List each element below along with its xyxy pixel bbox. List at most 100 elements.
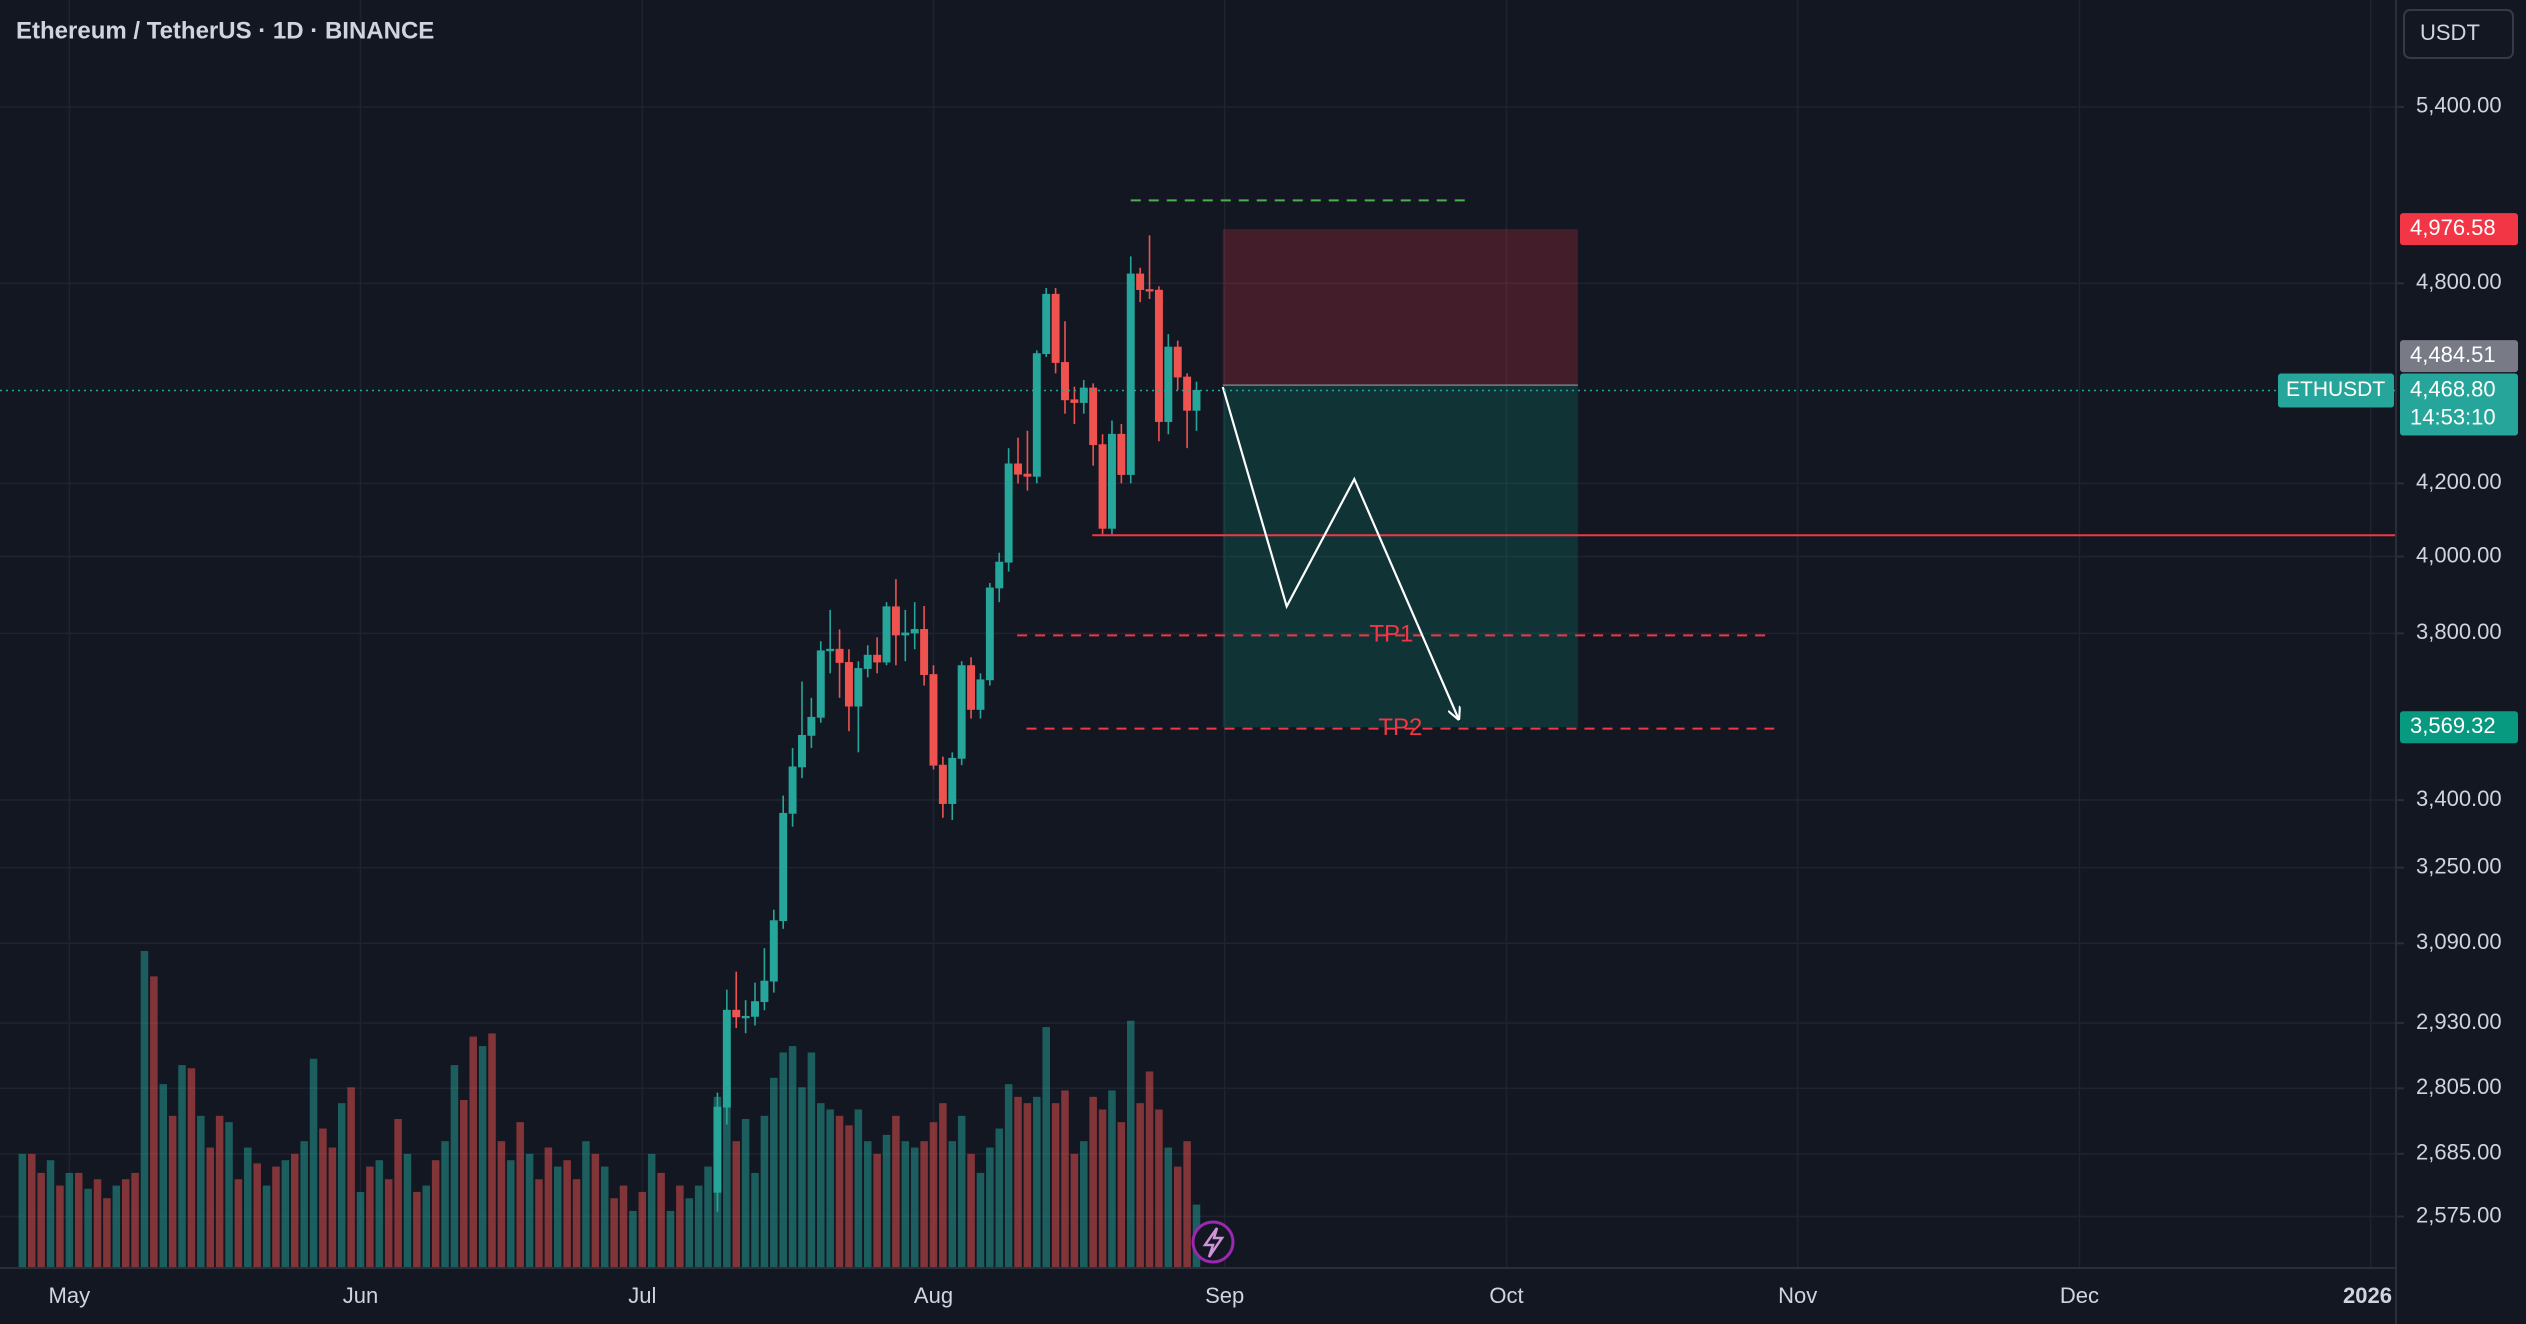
- candle-body: [732, 1009, 741, 1018]
- candle-body: [1061, 362, 1069, 401]
- volume-bar: [469, 1036, 477, 1268]
- volume-bar: [356, 1191, 365, 1268]
- stop-tag-label: 4,976.58: [2410, 215, 2496, 240]
- candle-body: [760, 980, 769, 1003]
- volume-bar: [84, 1188, 92, 1268]
- volume-bar: [582, 1141, 590, 1268]
- volume-bar: [112, 1185, 121, 1268]
- y-tick-label: 3,800.00: [2416, 619, 2502, 644]
- candle-body: [1014, 463, 1022, 475]
- volume-bar: [629, 1210, 637, 1268]
- candle-body: [1089, 387, 1098, 446]
- volume-bar: [901, 1141, 910, 1268]
- candle-body: [976, 679, 985, 710]
- volume-bar: [37, 1172, 45, 1268]
- volume-bar: [751, 1172, 759, 1268]
- volume-bar: [441, 1141, 449, 1268]
- x-tick-label: Oct: [1489, 1283, 1523, 1308]
- lightning-bolt[interactable]: [1202, 1227, 1225, 1258]
- volume-bar: [704, 1166, 712, 1268]
- chart-title: Ethereum / TetherUS · 1D · BINANCE: [16, 17, 434, 44]
- volume-bar: [168, 1115, 177, 1268]
- volume-bar: [1155, 1109, 1163, 1268]
- volume-bar: [197, 1115, 205, 1268]
- candle-body: [1070, 399, 1079, 403]
- x-tick-label: Aug: [914, 1283, 953, 1308]
- candle-body: [1051, 293, 1060, 363]
- volume-bar: [826, 1109, 834, 1268]
- volume-bar: [986, 1147, 994, 1268]
- volume-bar: [290, 1153, 299, 1268]
- y-tick-label: 2,930.00: [2416, 1009, 2502, 1034]
- y-tick-label: 5,400.00: [2416, 93, 2502, 118]
- target-zone: [1222, 385, 1578, 728]
- lightning-circle[interactable]: [1191, 1220, 1235, 1264]
- candle-body: [713, 1106, 722, 1193]
- y-tick-label: 4,000.00: [2416, 542, 2502, 567]
- candle-body: [967, 665, 976, 710]
- volume-bar: [563, 1160, 571, 1268]
- volume-bar: [638, 1191, 647, 1268]
- volume-bar: [187, 1068, 196, 1268]
- volume-bar: [140, 951, 149, 1268]
- volume-bar: [1108, 1090, 1116, 1268]
- volume-bar: [488, 1033, 496, 1268]
- volume-bar: [1023, 1103, 1032, 1268]
- volume-bar: [694, 1185, 703, 1268]
- volume-bar: [403, 1153, 412, 1268]
- candle-body: [807, 716, 816, 736]
- volume-bar: [347, 1087, 355, 1268]
- candle-body: [938, 764, 947, 804]
- volume-bar: [309, 1058, 318, 1268]
- candle-body: [1136, 273, 1145, 290]
- x-tick-label: Jul: [628, 1283, 656, 1308]
- x-tick-label: Sep: [1205, 1283, 1244, 1308]
- volume-bar: [798, 1087, 806, 1268]
- candle-body: [1145, 289, 1154, 292]
- volume-bar: [121, 1179, 130, 1268]
- volume-bar: [450, 1065, 459, 1268]
- candle-body: [929, 674, 938, 766]
- y-tick-label: 4,200.00: [2416, 469, 2502, 494]
- candle-body: [863, 654, 872, 669]
- volume-bar: [882, 1134, 891, 1268]
- candle-body: [1032, 353, 1041, 477]
- currency-button[interactable]: [2403, 9, 2514, 59]
- candle-body: [882, 606, 891, 663]
- last-price-box: [2400, 373, 2518, 436]
- volume-bar: [1089, 1096, 1097, 1268]
- volume-bar: [56, 1185, 64, 1268]
- volume-bar: [93, 1179, 102, 1268]
- candle-body: [779, 812, 788, 922]
- candle-body: [901, 632, 910, 636]
- currency-label[interactable]: USDT: [2420, 20, 2480, 45]
- volume-bar: [807, 1052, 816, 1268]
- lightning-icon[interactable]: [1191, 1220, 1235, 1264]
- volume-bar: [760, 1115, 769, 1268]
- candle-body: [854, 668, 863, 707]
- candle-body: [910, 629, 919, 634]
- x-tick-label: Nov: [1778, 1283, 1817, 1308]
- symbol-tag-box: [2278, 373, 2394, 408]
- volume-bar: [920, 1141, 928, 1268]
- volume-bar: [591, 1153, 600, 1268]
- volume-bar: [1004, 1084, 1013, 1268]
- volume-bar: [319, 1128, 327, 1268]
- projection-path: [1221, 386, 1459, 719]
- volume-bar: [244, 1147, 252, 1268]
- volume-bar: [413, 1191, 421, 1268]
- volume-bar: [422, 1185, 431, 1268]
- volume-bar: [394, 1119, 402, 1268]
- y-tick-label: 3,400.00: [2416, 786, 2502, 811]
- volume-bar: [1070, 1153, 1079, 1268]
- plot-area: TP1 TP2: [0, 0, 2396, 1268]
- volume-bar: [1061, 1090, 1069, 1268]
- x-tick-label: Dec: [2060, 1283, 2099, 1308]
- volume-bar: [835, 1115, 844, 1268]
- volume-bar: [337, 1103, 346, 1268]
- volume-bar: [507, 1160, 515, 1268]
- candle-body: [1107, 433, 1116, 529]
- volume-bar: [497, 1141, 506, 1268]
- candle-body: [1042, 293, 1051, 355]
- volume-bar: [178, 1065, 186, 1268]
